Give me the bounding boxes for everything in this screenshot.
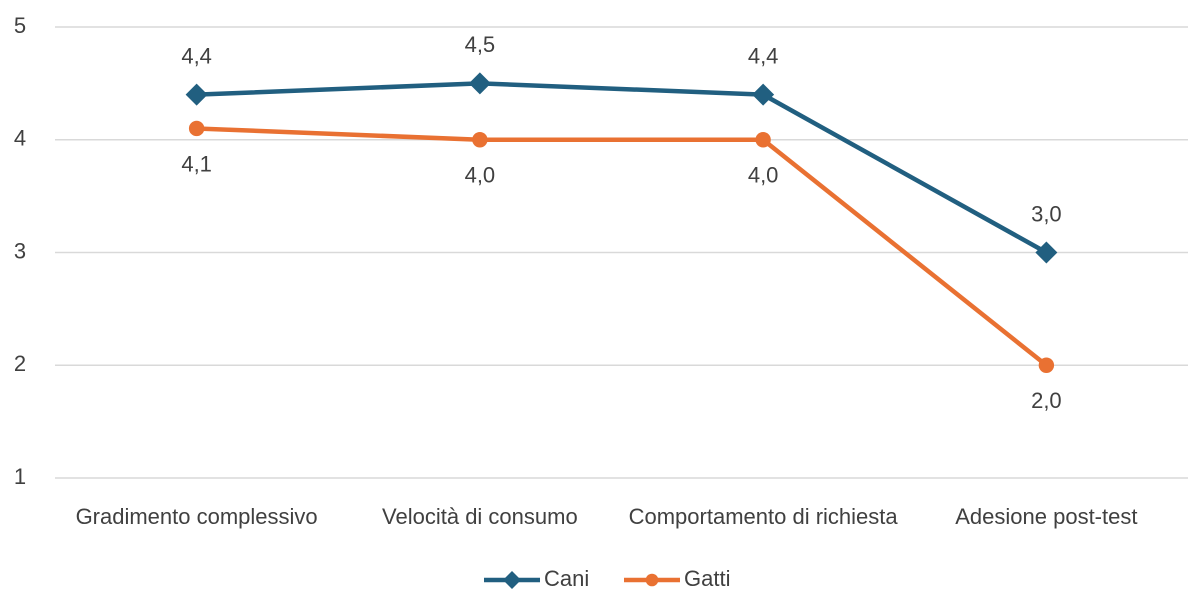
data-point <box>1038 357 1055 373</box>
data-point <box>1035 241 1058 264</box>
x-tick-label: Adesione post-test <box>955 504 1138 529</box>
data-label: 4,4 <box>748 43 779 68</box>
x-tick-label: Gradimento complessivo <box>75 504 318 529</box>
data-point <box>468 72 491 95</box>
x-tick-label: Velocità di consumo <box>382 504 578 529</box>
data-label: 4,4 <box>181 43 212 68</box>
y-tick-label: 1 <box>14 464 26 489</box>
series-line <box>196 81 1048 255</box>
data-point <box>188 120 205 137</box>
data-label: 4,0 <box>465 163 496 188</box>
data-point <box>752 83 775 106</box>
data-point <box>755 132 771 148</box>
y-tick-label: 5 <box>14 13 26 38</box>
legend-marker <box>503 571 521 589</box>
data-label: 3,0 <box>1031 201 1062 226</box>
y-tick-label: 2 <box>14 351 26 376</box>
data-label: 4,1 <box>181 151 212 176</box>
x-tick-label: Comportamento di richiesta <box>628 504 898 529</box>
data-label: 4,5 <box>465 32 496 57</box>
legend-marker <box>645 573 659 587</box>
legend-label: Gatti <box>684 566 730 591</box>
data-label: 4,0 <box>748 163 779 188</box>
y-tick-label: 3 <box>14 238 26 263</box>
data-point <box>185 83 208 106</box>
series-line <box>196 126 1048 368</box>
y-tick-label: 4 <box>14 126 26 151</box>
legend-label: Cani <box>544 566 589 591</box>
data-point <box>472 132 488 148</box>
data-label: 2,0 <box>1031 388 1062 413</box>
